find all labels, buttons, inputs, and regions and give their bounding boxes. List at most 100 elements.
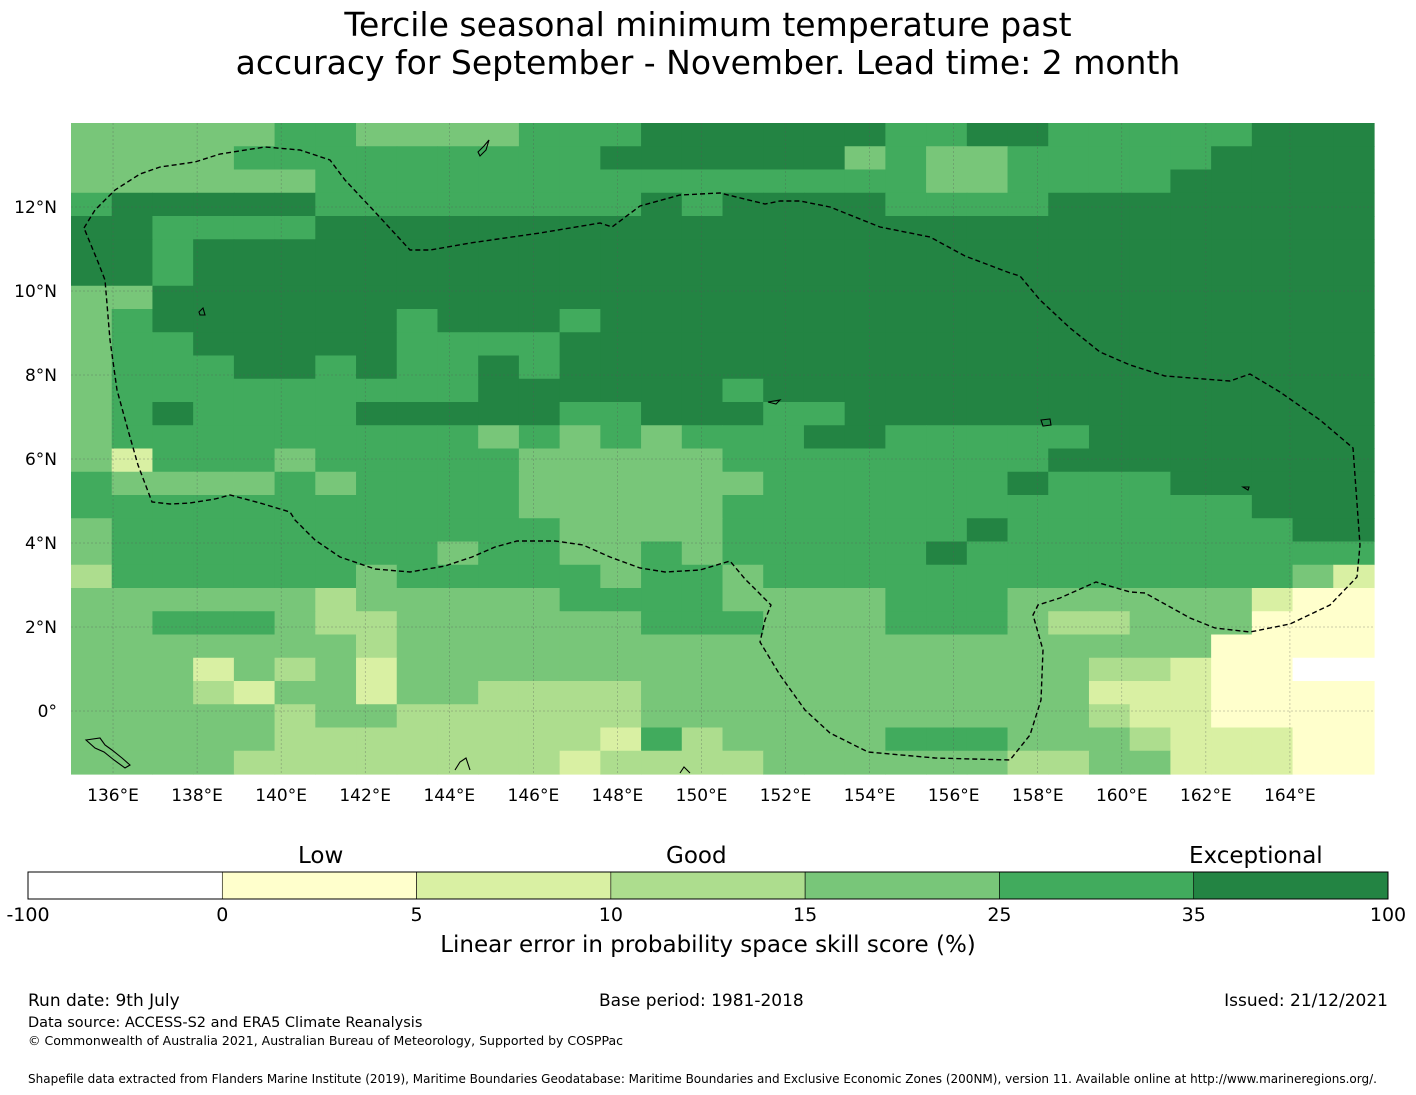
skill-cell xyxy=(1251,448,1294,473)
skill-cell xyxy=(111,750,154,775)
skill-cell xyxy=(803,378,846,403)
skill-cell xyxy=(844,355,886,380)
skill-cell xyxy=(518,123,561,147)
skill-cell xyxy=(885,239,927,264)
skill-cell xyxy=(1088,541,1131,566)
skill-cell xyxy=(1129,727,1172,752)
skill-cell xyxy=(1251,262,1294,287)
skill-cell xyxy=(641,285,683,310)
skill-cell xyxy=(885,471,927,496)
skill-cell xyxy=(1007,239,1049,264)
skill-cell xyxy=(763,355,805,380)
skill-cell xyxy=(803,750,846,775)
skill-cell xyxy=(641,355,683,380)
skill-cell xyxy=(1333,309,1375,333)
skill-cell xyxy=(1088,564,1131,589)
skill-cell xyxy=(1170,262,1212,287)
skill-cell xyxy=(844,262,886,287)
skill-cell xyxy=(559,750,601,775)
lon-tick-label: 140°E xyxy=(255,786,307,806)
skill-cell xyxy=(1170,518,1212,543)
skill-cell xyxy=(1333,402,1375,426)
skill-cell xyxy=(1333,239,1375,264)
skill-cell xyxy=(966,402,1009,426)
skill-cell xyxy=(274,750,316,775)
skill-cell xyxy=(641,518,683,543)
skill-cell xyxy=(600,402,642,426)
skill-cell xyxy=(1170,123,1212,147)
skill-cell xyxy=(844,425,886,450)
skill-cell xyxy=(763,285,805,310)
colorbar-tick-label: 15 xyxy=(793,904,817,926)
skill-cell xyxy=(1129,518,1172,543)
skill-cell xyxy=(274,216,316,240)
skill-cell xyxy=(1129,192,1172,217)
lon-tick-label: 150°E xyxy=(676,786,728,806)
skill-cell xyxy=(966,657,1009,682)
skill-cell xyxy=(763,192,805,217)
skill-cell xyxy=(641,727,683,752)
skill-cell xyxy=(233,564,276,589)
skill-cell xyxy=(1333,471,1375,496)
skill-cell xyxy=(518,216,561,240)
skill-cell xyxy=(315,541,357,566)
skill-cell xyxy=(111,332,154,357)
colorbar-bin xyxy=(610,871,806,900)
skill-cell xyxy=(763,588,805,612)
skill-cell xyxy=(1211,634,1253,659)
skill-cell xyxy=(1129,471,1172,496)
skill-cell xyxy=(396,262,439,287)
skill-cell xyxy=(559,681,601,705)
skill-cell xyxy=(1129,402,1172,426)
skill-cell xyxy=(763,518,805,543)
skill-cell xyxy=(396,146,439,171)
skill-cell xyxy=(478,448,520,473)
colorbar-axis-label: Linear error in probability space skill … xyxy=(440,932,976,958)
skill-cell xyxy=(1292,448,1334,473)
skill-cell xyxy=(681,216,724,240)
skill-cell xyxy=(926,192,968,217)
skill-cell xyxy=(803,518,846,543)
skill-cell xyxy=(641,588,683,612)
skill-cell xyxy=(844,541,886,566)
skill-cell xyxy=(437,634,479,659)
skill-cell xyxy=(1292,634,1334,659)
skill-cell xyxy=(1211,216,1253,240)
skill-cell xyxy=(844,216,886,240)
lon-tick-label: 144°E xyxy=(423,786,475,806)
lat-tick-label: 2°N xyxy=(25,618,57,638)
skill-cell xyxy=(926,262,968,287)
skill-cell xyxy=(926,611,968,636)
skill-cell xyxy=(1007,448,1049,473)
skill-cell xyxy=(478,634,520,659)
skill-cell xyxy=(396,727,439,752)
skill-cell xyxy=(233,448,276,473)
skill-cell xyxy=(844,169,886,194)
skill-cell xyxy=(1292,285,1334,310)
skill-cell xyxy=(559,704,601,729)
lat-tick-label: 8°N xyxy=(25,366,57,386)
skill-cell xyxy=(274,564,316,589)
skill-cell xyxy=(966,355,1009,380)
skill-cell xyxy=(1088,727,1131,752)
skill-cell xyxy=(1088,448,1131,473)
skill-cell xyxy=(885,541,927,566)
skill-cell xyxy=(1088,239,1131,264)
skill-cell xyxy=(844,750,886,775)
skill-cell xyxy=(600,704,642,729)
skill-cell xyxy=(1211,332,1253,357)
skill-cell xyxy=(559,123,601,147)
skill-cell xyxy=(1211,588,1253,612)
skill-cell xyxy=(600,378,642,403)
skill-cell xyxy=(233,262,276,287)
colorbar-tick-label: 25 xyxy=(987,904,1011,926)
skill-cell xyxy=(844,588,886,612)
skill-cell xyxy=(681,146,724,171)
colorbar-tick-label: 0 xyxy=(216,904,228,926)
skill-cell xyxy=(1211,123,1253,147)
skill-cell xyxy=(356,541,398,566)
skill-cell xyxy=(315,332,357,357)
skill-cell xyxy=(1007,402,1049,426)
skill-cell xyxy=(478,425,520,450)
skill-cell xyxy=(233,355,276,380)
